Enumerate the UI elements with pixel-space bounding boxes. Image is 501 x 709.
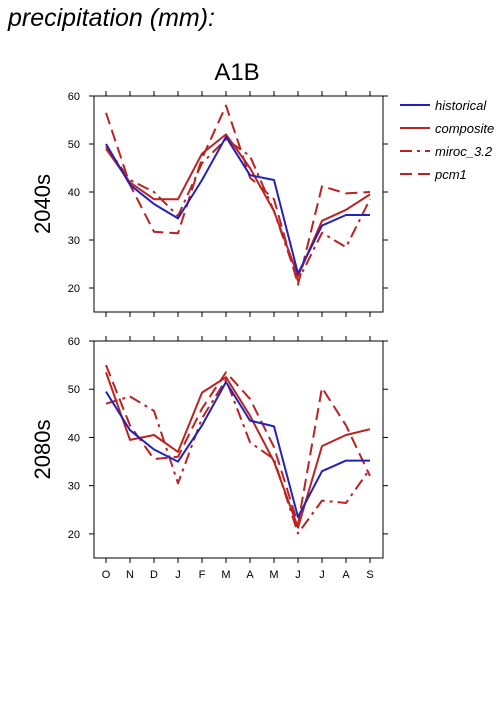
x-tick-label: O bbox=[102, 569, 111, 581]
y-tick-label: 60 bbox=[68, 336, 80, 348]
plot-frame bbox=[93, 95, 384, 313]
y-axis-label: 2080s bbox=[30, 420, 55, 480]
page-title: precipitation (mm): bbox=[8, 4, 215, 32]
y-tick-label: 40 bbox=[68, 187, 80, 199]
legend-label: composite bbox=[435, 121, 494, 136]
panel-2080s: 20 30 40 50 60 O N D J F M A M J J A S 2080s bbox=[30, 336, 388, 581]
x-tick-label: M bbox=[221, 569, 230, 581]
legend-item-pcm1: pcm1 bbox=[400, 167, 467, 182]
x-tick-label: M bbox=[269, 569, 278, 581]
y-tick-label: 60 bbox=[68, 91, 80, 103]
y-tick-label: 40 bbox=[68, 432, 80, 444]
legend: historical composite miroc_3.2 pcm1 bbox=[400, 98, 494, 182]
x-tick-label: N bbox=[126, 569, 134, 581]
legend-item-miroc_3.2: miroc_3.2 bbox=[400, 144, 493, 159]
series-line-miroc_3.2 bbox=[105, 138, 371, 282]
legend-item-historical: historical bbox=[400, 98, 487, 113]
series-line-pcm1 bbox=[105, 104, 371, 286]
panel-2040s: 20 30 40 50 60 2040s bbox=[30, 91, 388, 317]
plot-frame bbox=[93, 340, 384, 559]
legend-label: pcm1 bbox=[434, 167, 467, 182]
series-line-miroc_3.2 bbox=[105, 378, 371, 535]
x-tick-label: A bbox=[342, 569, 350, 581]
series-line-pcm1 bbox=[105, 364, 371, 526]
series-line-composite bbox=[105, 371, 371, 529]
x-tick-label: F bbox=[199, 569, 206, 581]
x-tick-label: A bbox=[246, 569, 254, 581]
y-axis-label: 2040s bbox=[30, 174, 55, 234]
y-tick-label: 20 bbox=[68, 283, 80, 295]
y-tick-label: 50 bbox=[68, 139, 80, 151]
legend-label: miroc_3.2 bbox=[435, 144, 493, 159]
y-tick-label: 50 bbox=[68, 384, 80, 396]
x-tick-label: S bbox=[366, 569, 373, 581]
x-tick-label: J bbox=[175, 569, 181, 581]
series-line-historical bbox=[105, 135, 370, 275]
legend-item-composite: composite bbox=[400, 121, 494, 136]
panels: 20 30 40 50 60 2040s 20 30 40 50 60 O N D J F M A M J J A S 208… bbox=[30, 91, 388, 581]
x-tick-label: J bbox=[319, 569, 325, 581]
series-line-historical bbox=[105, 381, 370, 518]
x-tick-label: J bbox=[295, 569, 301, 581]
series-line-composite bbox=[105, 133, 371, 277]
legend-label: historical bbox=[435, 98, 487, 113]
x-tick-label: D bbox=[150, 569, 158, 581]
y-tick-label: 20 bbox=[68, 529, 80, 541]
y-tick-label: 30 bbox=[68, 481, 80, 493]
chart-title: A1B bbox=[214, 59, 259, 86]
y-tick-label: 30 bbox=[68, 235, 80, 247]
